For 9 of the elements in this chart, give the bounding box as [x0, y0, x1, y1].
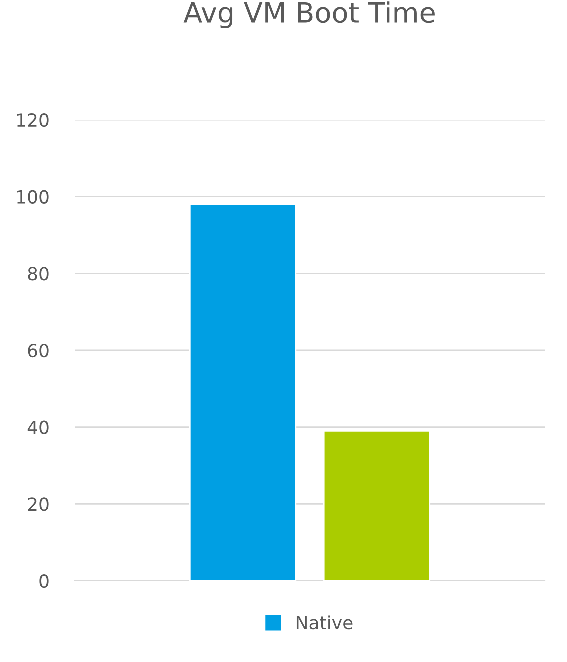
y-tick-label: 20: [28, 498, 49, 512]
y-tick-label: 100: [18, 190, 49, 204]
y-tick-label: 0: [40, 574, 49, 588]
y-tick-label: 60: [28, 344, 49, 358]
legend-label: Native: [296, 616, 353, 630]
y-tick-label: 120: [18, 113, 49, 128]
y-tick-label: 80: [28, 267, 49, 281]
y-tick-label: 40: [28, 420, 49, 434]
chart-title: Avg VM Boot Time: [184, 2, 435, 29]
